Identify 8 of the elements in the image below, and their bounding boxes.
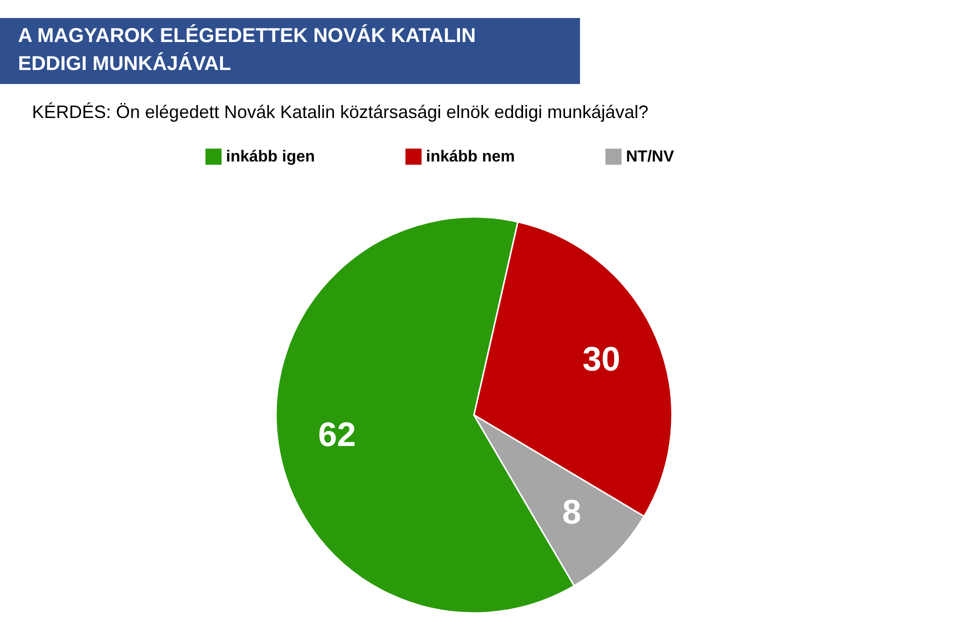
chart-title: A MAGYAROK ELÉGEDETTEK NOVÁK KATALIN EDDIGI MUNKÁJÁVAL xyxy=(18,24,476,75)
legend-label: inkább nem xyxy=(426,148,515,166)
data-label: 30 xyxy=(582,340,620,378)
data-label: 8 xyxy=(562,493,582,532)
chart-subtitle: KÉRDÉS: Ön elégedett Novák Katalin köztársasági elnök eddigi munkájával? xyxy=(32,102,648,122)
legend-label: NT/NV xyxy=(626,148,674,166)
data-label: 62 xyxy=(318,416,356,454)
legend-label: inkább igen xyxy=(226,148,315,166)
